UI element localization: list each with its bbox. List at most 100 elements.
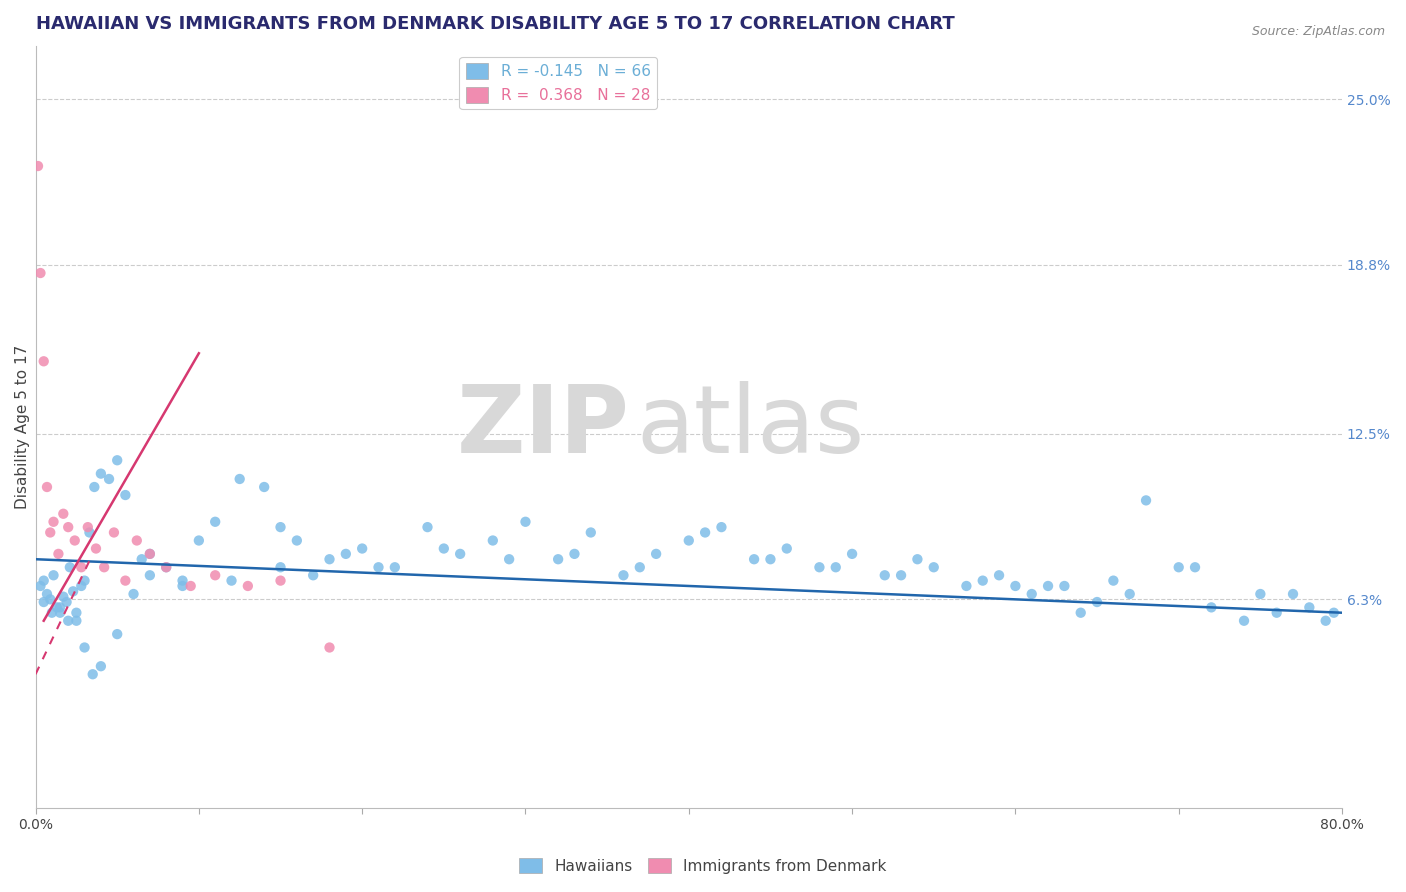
Point: [105, 627, 128, 641]
Point: [416, 520, 439, 534]
Point: [139, 547, 162, 561]
Point: [35, 480, 58, 494]
Point: [48, 547, 70, 561]
Point: [228, 472, 250, 486]
Point: [32, 574, 55, 588]
Point: [318, 640, 340, 655]
Point: [1004, 579, 1026, 593]
Point: [73, 640, 96, 655]
Point: [710, 520, 733, 534]
Point: [824, 560, 846, 574]
Point: [172, 574, 194, 588]
Point: [1053, 579, 1076, 593]
Point: [808, 560, 831, 574]
Point: [955, 579, 977, 593]
Text: ZIP: ZIP: [457, 381, 630, 473]
Point: [628, 560, 651, 574]
Point: [498, 552, 520, 566]
Point: [1249, 587, 1271, 601]
Point: [1135, 493, 1157, 508]
Point: [988, 568, 1011, 582]
Text: Source: ZipAtlas.com: Source: ZipAtlas.com: [1251, 25, 1385, 38]
Point: [27, 159, 49, 173]
Point: [90, 659, 112, 673]
Point: [547, 552, 569, 566]
Point: [122, 587, 145, 601]
Point: [32, 354, 55, 368]
Point: [1036, 579, 1059, 593]
Point: [52, 507, 75, 521]
Point: [30, 579, 52, 593]
Point: [114, 574, 136, 588]
Point: [35, 587, 58, 601]
Point: [180, 579, 202, 593]
Point: [890, 568, 912, 582]
Point: [172, 579, 194, 593]
Point: [131, 552, 153, 566]
Point: [103, 525, 125, 540]
Point: [742, 552, 765, 566]
Point: [270, 560, 292, 574]
Point: [1201, 600, 1223, 615]
Point: [59, 560, 82, 574]
Point: [922, 560, 945, 574]
Point: [139, 568, 162, 582]
Point: [42, 568, 65, 582]
Point: [204, 568, 226, 582]
Point: [58, 520, 80, 534]
Point: [335, 547, 357, 561]
Point: [39, 592, 62, 607]
Point: [93, 560, 115, 574]
Y-axis label: Disability Age 5 to 17: Disability Age 5 to 17: [15, 344, 30, 509]
Point: [564, 547, 586, 561]
Point: [759, 552, 782, 566]
Point: [114, 488, 136, 502]
Point: [270, 520, 292, 534]
Point: [612, 568, 634, 582]
Point: [125, 533, 148, 548]
Legend: Hawaiians, Immigrants from Denmark: Hawaiians, Immigrants from Denmark: [513, 852, 893, 880]
Point: [73, 574, 96, 588]
Point: [221, 574, 243, 588]
Point: [1167, 560, 1189, 574]
Point: [1085, 595, 1108, 609]
Point: [695, 525, 717, 540]
Point: [515, 515, 537, 529]
Point: [42, 515, 65, 529]
Point: [79, 525, 101, 540]
Point: [1298, 600, 1320, 615]
Legend: R = -0.145   N = 66, R =  0.368   N = 28: R = -0.145 N = 66, R = 0.368 N = 28: [460, 57, 657, 109]
Point: [49, 600, 72, 615]
Point: [253, 480, 276, 494]
Point: [204, 515, 226, 529]
Point: [285, 533, 308, 548]
Point: [155, 560, 177, 574]
Point: [352, 541, 374, 556]
Point: [70, 579, 93, 593]
Point: [449, 547, 471, 561]
Point: [63, 533, 86, 548]
Point: [30, 266, 52, 280]
Point: [84, 541, 107, 556]
Point: [98, 472, 121, 486]
Point: [45, 600, 67, 615]
Point: [302, 568, 325, 582]
Point: [236, 579, 259, 593]
Point: [1184, 560, 1206, 574]
Point: [105, 453, 128, 467]
Point: [41, 606, 63, 620]
Point: [270, 574, 292, 588]
Point: [83, 480, 105, 494]
Point: [52, 590, 75, 604]
Point: [55, 595, 77, 609]
Point: [645, 547, 668, 561]
Text: atlas: atlas: [637, 381, 865, 473]
Point: [1233, 614, 1256, 628]
Point: [384, 560, 406, 574]
Point: [482, 533, 505, 548]
Point: [65, 606, 87, 620]
Point: [1070, 606, 1092, 620]
Point: [65, 614, 87, 628]
Point: [39, 525, 62, 540]
Point: [70, 560, 93, 574]
